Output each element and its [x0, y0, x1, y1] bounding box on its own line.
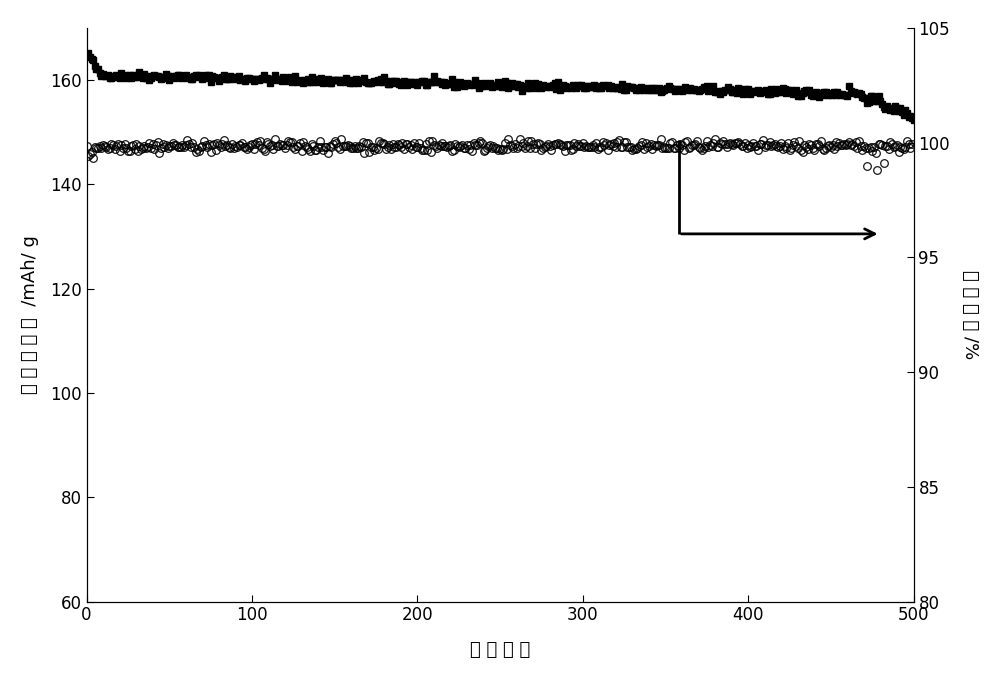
- Y-axis label: 循 环 效 率 /%: 循 环 效 率 /%: [961, 270, 979, 359]
- X-axis label: 循 环 次 数: 循 环 次 数: [470, 641, 530, 659]
- Y-axis label: 放 电 比 容 量  /mAh/ g: 放 电 比 容 量 /mAh/ g: [21, 235, 39, 394]
